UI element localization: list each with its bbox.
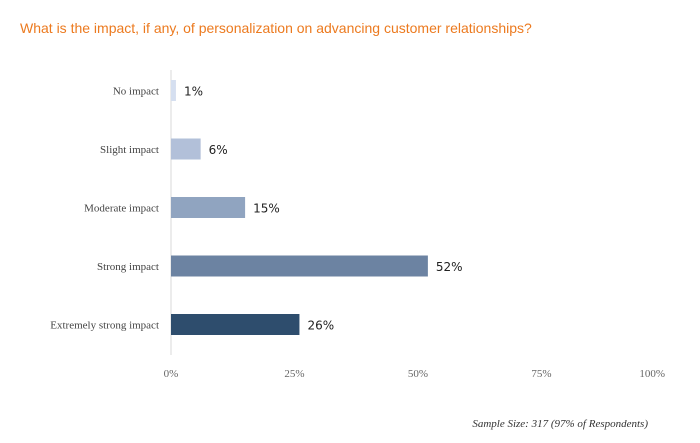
value-label-moderate-impact: 15% (253, 202, 280, 216)
category-label-extremely-strong-impact: Extremely strong impact (50, 320, 159, 332)
x-tick-label-3: 75% (531, 368, 551, 380)
bar-no-impact (171, 80, 176, 101)
x-tick-label-4: 100% (639, 368, 665, 380)
bar-extremely-strong-impact (171, 314, 300, 335)
category-label-no-impact: No impact (113, 86, 159, 98)
value-label-extremely-strong-impact: 26% (307, 319, 334, 333)
category-label-slight-impact: Slight impact (100, 144, 159, 156)
chart-title: What is the impact, if any, of personali… (20, 20, 532, 36)
value-label-strong-impact: 52% (436, 260, 463, 274)
bar-strong-impact (171, 255, 428, 277)
category-label-strong-impact: Strong impact (97, 261, 159, 273)
category-label-moderate-impact: Moderate impact (84, 203, 159, 215)
bars-group: No impact 1% Slight impact 6% Moderate impac… (50, 80, 463, 335)
value-label-slight-impact: 6% (209, 143, 228, 157)
value-label-no-impact: 1% (184, 85, 203, 99)
x-tick-label-0: 0% (164, 368, 179, 380)
bar-slight-impact (171, 138, 201, 160)
bar-moderate-impact (171, 197, 246, 218)
x-tick-label-1: 25% (284, 368, 304, 380)
sample-size-note: Sample Size: 317 (97% of Respondents) (472, 418, 648, 430)
x-tick-label-2: 50% (408, 368, 428, 380)
x-axis-ticks: 0% 25% 50% 75% 100% (164, 368, 665, 380)
